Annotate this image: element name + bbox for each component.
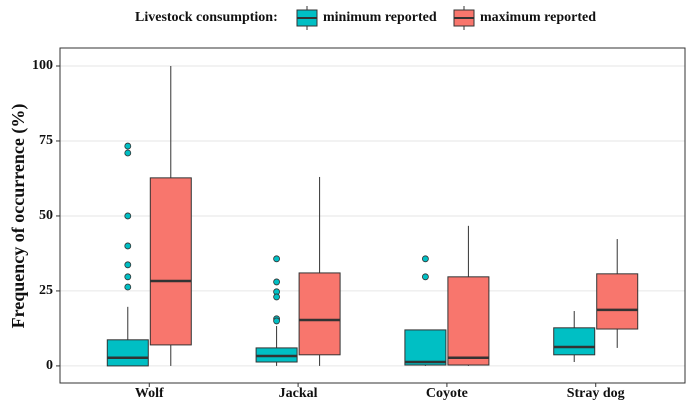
box xyxy=(553,327,596,356)
outlier xyxy=(124,242,132,250)
outlier xyxy=(273,293,280,301)
box xyxy=(447,276,490,366)
legend-title: Livestock consumption: xyxy=(135,10,278,25)
outlier xyxy=(273,255,280,263)
panel-border xyxy=(59,47,686,384)
outlier xyxy=(124,212,132,220)
y-axis-label: Frequency of occurrence (%) xyxy=(8,104,29,329)
outlier xyxy=(273,317,280,325)
x-tick-label: Stray dog xyxy=(567,386,625,401)
outlier xyxy=(124,283,132,291)
y-tick-label: 50 xyxy=(39,208,53,223)
box xyxy=(596,273,639,330)
x-tick-label: Jackal xyxy=(279,386,318,401)
box xyxy=(149,177,192,346)
x-tick-label: Coyote xyxy=(426,386,468,401)
outlier xyxy=(124,149,132,157)
outlier xyxy=(422,255,429,263)
outlier xyxy=(124,142,132,150)
legend-label: maximum reported xyxy=(480,10,596,25)
outlier xyxy=(124,261,132,269)
box xyxy=(404,329,447,366)
y-tick-label: 75 xyxy=(39,133,53,148)
y-tick-label: 0 xyxy=(46,358,53,373)
box xyxy=(298,272,341,356)
y-tick-label: 25 xyxy=(39,283,53,298)
outlier xyxy=(422,273,429,281)
legend-label: minimum reported xyxy=(323,10,437,25)
outlier xyxy=(124,273,132,281)
outlier xyxy=(273,278,280,286)
x-tick-label: Wolf xyxy=(135,386,164,401)
box xyxy=(106,339,149,367)
y-tick-label: 100 xyxy=(32,58,53,73)
